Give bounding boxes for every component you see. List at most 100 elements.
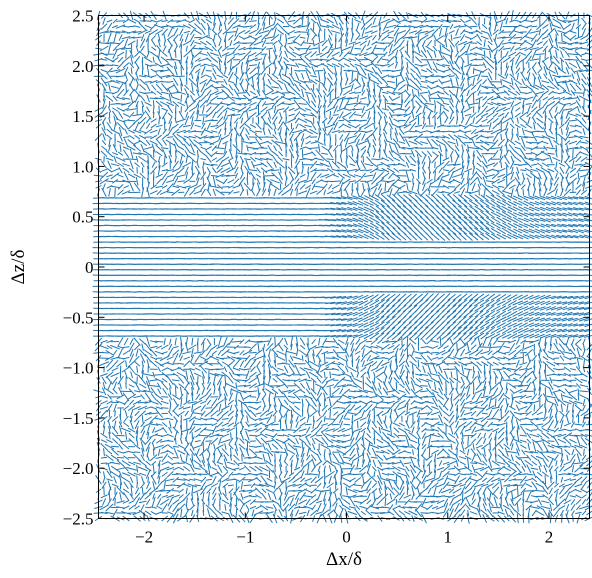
vector-arrow [370,338,378,345]
vector-arrow [480,216,490,224]
vector-arrow [455,388,459,395]
vector-arrow [563,384,572,388]
vector-arrow [174,437,177,445]
vector-arrow [549,343,552,351]
vector-arrow [155,393,164,400]
vector-arrow [562,483,573,488]
vector-arrow [161,461,168,465]
vector-field [92,10,592,524]
vector-arrow [155,511,163,515]
vector-arrow [477,491,481,502]
vector-arrow [581,454,587,461]
vector-arrow [341,213,352,216]
vector-arrow [234,404,239,412]
vector-arrow [539,306,551,311]
vector-arrow [519,368,528,371]
vector-arrow [520,482,526,489]
vector-arrow [392,227,401,235]
vector-arrow [199,448,208,457]
vector-arrow [564,487,571,495]
vector-arrow [549,493,553,500]
vector-arrow [353,416,362,422]
vector-arrow [535,483,544,488]
vector-arrow [449,503,454,511]
vector-arrow [460,383,465,389]
vector-arrow [387,227,395,235]
vector-arrow [220,357,231,359]
vector-arrow [431,428,439,432]
vector-arrow [514,497,522,506]
vector-arrow [231,340,242,343]
vector-arrow [549,377,553,384]
vector-arrow [184,388,190,395]
vector-arrow [563,499,572,505]
vector-arrow [345,366,349,373]
vector-arrow [145,487,152,495]
vector-arrow [335,334,347,338]
vector-arrow [346,334,358,338]
vector-arrow [326,482,334,489]
vector-arrow [122,500,130,504]
vector-arrow [450,393,453,401]
vector-arrow [474,327,485,334]
vector-arrow [464,476,472,484]
vector-arrow [366,409,371,417]
vector-arrow [490,228,501,235]
vector-arrow [386,498,396,506]
vector-arrow [568,434,578,437]
vector-arrow [119,382,122,390]
vector-arrow [347,384,358,388]
vector-arrow [347,366,357,373]
vector-arrow [207,441,211,452]
vector-arrow [477,336,481,347]
vector-arrow [162,427,168,433]
vector-arrow [329,465,332,473]
vector-arrow [376,410,384,417]
vector-arrow [234,345,239,350]
vector-arrow [389,377,393,384]
vector-arrow [382,381,388,391]
vector-arrow [278,444,283,450]
vector-arrow [317,387,322,396]
vector-arrow [245,448,250,457]
vector-arrow [278,509,283,517]
vector-arrow [539,217,551,223]
vector-arrow [330,329,342,333]
vector-arrow [160,361,170,366]
vector-arrow [458,216,468,224]
vector-arrow [563,366,571,372]
vector-arrow [163,338,166,346]
vector-arrow [514,464,521,473]
vector-arrow [250,499,256,505]
vector-arrow [346,329,358,333]
vector-arrow [194,440,201,443]
vector-arrow [529,295,540,300]
vector-arrow [539,349,541,357]
vector-arrow [370,456,378,459]
vector-arrow [364,300,374,306]
vector-arrow [507,465,517,472]
vector-arrow [502,222,512,229]
vector-arrow [231,356,242,360]
vector-arrow [503,443,510,450]
vector-arrow [536,411,543,416]
vector-arrow [436,483,445,488]
vector-arrow [261,393,267,400]
vector-arrow [105,350,114,356]
vector-arrow [177,411,185,416]
vector-arrow [167,347,174,358]
vector-arrow [529,306,540,311]
vector-arrow [541,432,550,439]
vector-arrow [161,503,168,512]
vector-arrow [485,222,495,229]
vector-arrow [509,503,516,512]
vector-arrow [150,406,157,410]
vector-arrow [325,471,335,478]
vector-arrow [341,235,352,238]
vector-arrow [267,492,272,500]
vector-arrow [415,373,422,376]
vector-arrow [458,232,467,241]
vector-arrow [150,393,157,401]
vector-arrow [383,371,388,378]
vector-arrow [556,306,568,311]
